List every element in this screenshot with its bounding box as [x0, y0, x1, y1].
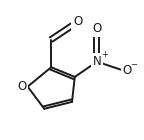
Text: −: −	[130, 60, 137, 69]
Text: N: N	[93, 55, 101, 68]
Text: O: O	[73, 15, 82, 28]
Text: O: O	[17, 80, 27, 93]
Text: O: O	[92, 22, 102, 35]
Text: +: +	[101, 50, 108, 59]
Text: O: O	[123, 64, 132, 76]
